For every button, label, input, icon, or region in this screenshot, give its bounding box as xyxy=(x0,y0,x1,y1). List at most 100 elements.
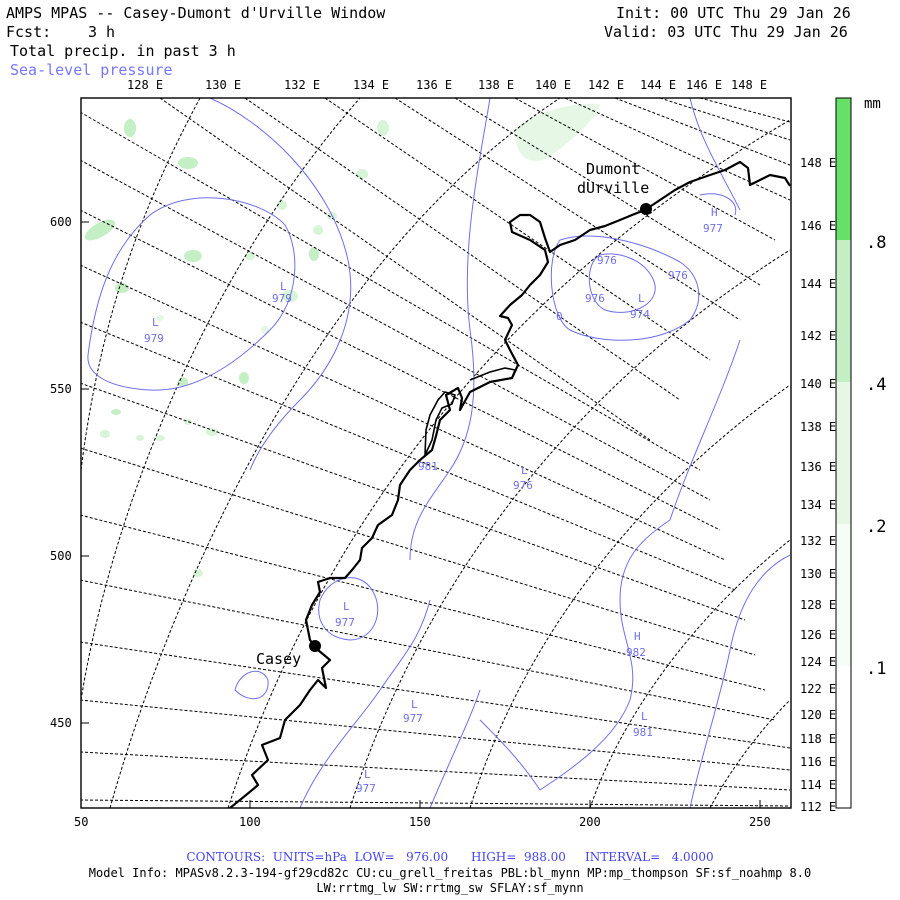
top-lon-label: 142 E xyxy=(588,78,624,92)
pressure-value: 976 xyxy=(668,269,688,282)
station-label-dumont-2: dUrville xyxy=(577,179,649,197)
forecast-hour: 3 h xyxy=(88,23,116,41)
pressure-type: L xyxy=(152,316,159,329)
slp-contour xyxy=(409,98,491,561)
forecast-label: Fcst: xyxy=(6,23,52,41)
contour-info: CONTOURS: UNITS=hPa LOW= 976.00 HIGH= 98… xyxy=(186,850,714,864)
y-tick-label: 550 xyxy=(50,382,72,396)
legend-swatch-none xyxy=(836,666,851,808)
x-tick-label: 150 xyxy=(409,815,431,829)
pressure-type: L xyxy=(411,698,418,711)
precip-spot xyxy=(193,569,203,577)
legend-level: .4 xyxy=(866,375,886,395)
right-lon-label: 128 E xyxy=(800,598,836,612)
right-lon-label: 142 E xyxy=(800,329,836,343)
right-lon-label: 138 E xyxy=(800,420,836,434)
precip-spot xyxy=(111,409,121,415)
precip-spot xyxy=(309,247,319,261)
right-lon-label: 118 E xyxy=(800,732,836,746)
precip-spot xyxy=(178,157,198,169)
pressure-type: L xyxy=(521,464,528,477)
map-frame-bg xyxy=(81,98,791,808)
precip-spot xyxy=(356,169,368,179)
right-lon-label: 120 E xyxy=(800,708,836,722)
pressure-value: 981 xyxy=(418,460,438,473)
precip-spot xyxy=(100,430,110,438)
coastline-path xyxy=(229,160,791,808)
model-info: Model Info: MPASv8.2.3-194-gf29cd82c CU:… xyxy=(88,866,812,880)
legend-level: .1 xyxy=(866,659,886,679)
precip-spot xyxy=(124,119,136,137)
precip-spot xyxy=(377,120,389,136)
station-dot xyxy=(640,203,652,215)
top-lon-label: 130 E xyxy=(205,78,241,92)
pressure-value: 976 xyxy=(585,292,605,305)
pressure-value: 979 xyxy=(144,332,164,345)
slp-contour xyxy=(699,193,737,216)
legend-swatch-max xyxy=(836,98,851,240)
slp-contour xyxy=(429,689,481,808)
precip-spot xyxy=(136,435,144,441)
legend-swatch-low xyxy=(836,524,851,666)
top-lon-label: 140 E xyxy=(535,78,571,92)
slp-contour xyxy=(539,339,741,791)
top-lon-label: 146 E xyxy=(686,78,722,92)
init-time: Init: 00 UTC Thu 29 Jan 26 xyxy=(616,4,851,22)
legend-bar xyxy=(835,97,852,809)
right-lon-labels: 148 E 146 E 144 E 142 E 140 E 138 E 136 … xyxy=(800,156,836,814)
x-tick-label: 250 xyxy=(749,815,771,829)
pressure-type: L xyxy=(343,600,350,613)
right-lon-label: 140 E xyxy=(800,377,836,391)
pressure-value: 977 xyxy=(403,712,423,725)
axis-labels: 50 100 150 200 250 600 550 500 450 xyxy=(50,215,771,829)
lon-line xyxy=(81,112,701,471)
graticule xyxy=(81,98,791,808)
pressure-value: 979 xyxy=(272,292,292,305)
y-tick-label: 600 xyxy=(50,215,72,229)
top-lon-label: 134 E xyxy=(353,78,389,92)
x-tick-label: 100 xyxy=(239,815,261,829)
right-lon-label: 148 E xyxy=(800,156,836,170)
coastline xyxy=(229,160,791,808)
pressure-value: 976 xyxy=(597,254,617,267)
legend-labels: mm .8 .4 .2 .1 xyxy=(864,96,886,679)
top-lon-label: 132 E xyxy=(284,78,320,92)
legend-level: .2 xyxy=(866,517,886,537)
precip-spot xyxy=(245,252,255,260)
field-name: Total precip. in past 3 h xyxy=(10,42,236,60)
precip-spot xyxy=(155,435,165,441)
pressure-value: 981 xyxy=(633,726,653,739)
pressure-value: 0 xyxy=(556,310,563,323)
right-lon-label: 144 E xyxy=(800,277,836,291)
right-lon-label: 134 E xyxy=(800,498,836,512)
right-lon-label: 130 E xyxy=(800,567,836,581)
x-ticks xyxy=(80,221,761,808)
slp-contour xyxy=(479,719,541,791)
slp-contours xyxy=(87,98,791,808)
legend-swatch-high xyxy=(836,240,851,382)
pressure-value: 977 xyxy=(703,222,723,235)
legend-swatch-mid xyxy=(836,382,851,524)
precip-spot xyxy=(115,283,129,293)
chart-title: AMPS MPAS -- Casey-Dumont d'Urville Wind… xyxy=(6,4,386,22)
pressure-type: L xyxy=(638,292,645,305)
slp-contour xyxy=(689,554,791,808)
slp-contour xyxy=(588,253,656,313)
slp-contour xyxy=(234,670,269,700)
x-tick-label: 50 xyxy=(74,815,88,829)
legend-level: .8 xyxy=(866,233,886,253)
right-lon-label: 116 E xyxy=(800,755,836,769)
precip-spot xyxy=(239,372,249,384)
right-lon-label: 112 E xyxy=(800,800,836,814)
precip-spot xyxy=(261,326,269,334)
pressure-type: L xyxy=(280,280,287,293)
precip-spot xyxy=(206,428,218,436)
map-frame xyxy=(80,97,792,809)
station-dot xyxy=(309,640,321,652)
lat-arc xyxy=(227,119,791,808)
right-lon-label: 136 E xyxy=(800,460,836,474)
top-lon-label: 136 E xyxy=(416,78,452,92)
pressure-type: H xyxy=(711,206,718,219)
right-lon-label: 146 E xyxy=(800,219,836,233)
top-lon-labels: 128 E 130 E 132 E 134 E 136 E 138 E 140 … xyxy=(127,78,767,92)
